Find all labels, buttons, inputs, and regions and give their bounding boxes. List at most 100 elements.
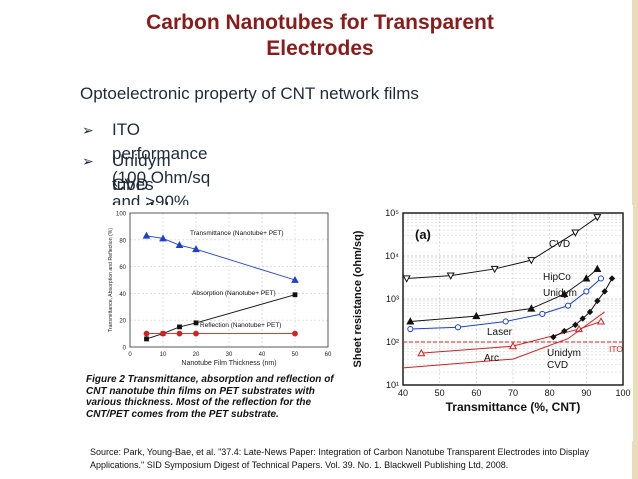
x-tick-label: 90 [581, 388, 591, 398]
source-citation: Source: Park, Young-Bae, et al. "37.4: L… [90, 446, 610, 472]
data-point [582, 274, 591, 282]
slide-title: Carbon Nanotubes for Transparent Electro… [80, 10, 560, 62]
source-line-2: Applications." SID Symposium Digest of T… [90, 460, 509, 470]
y-tick-label: 0 [123, 346, 127, 352]
series-line [410, 268, 598, 322]
y-axis-label: Sheet resistance (ohm/sq) [352, 230, 364, 367]
series-label: Laser [487, 327, 513, 338]
title-line-2: Electrodes [266, 37, 374, 60]
bullet-arrow-icon: ➢ [82, 122, 94, 138]
series-line [402, 311, 605, 369]
data-point [177, 324, 182, 330]
data-point [193, 320, 199, 326]
figure-sheet-resistance-chart: 40 50 60 70 80 90 100 10¹ 10² 10³ 10⁴ 10⁵ Transmitta… [345, 205, 633, 441]
y-tick-label: 10⁴ [385, 251, 399, 261]
figure-thickness-chart: 0 20 40 60 80 100 0 10 20 30 40 50 60 Nanotube Film T… [82, 205, 342, 441]
data-point [593, 264, 602, 273]
y-tick-label: 40 [119, 292, 126, 298]
x-tick-label: 40 [259, 352, 266, 358]
data-point [143, 330, 150, 337]
y-tick-label: 60 [119, 265, 126, 271]
data-point [291, 275, 299, 283]
series-line [421, 321, 602, 354]
bullet-arrow-icon: ➢ [82, 153, 94, 169]
data-point [583, 288, 590, 295]
data-point [159, 234, 167, 242]
x-tick-label: 30 [226, 352, 233, 358]
y-tick-label: 10⁵ [385, 208, 399, 218]
data-point [402, 275, 411, 283]
x-tick-label: 20 [193, 352, 200, 358]
data-point [446, 272, 455, 280]
data-point [560, 289, 569, 298]
series-label: Transmittance (Nanotube+ PET) [190, 230, 284, 237]
series-label: Unidym [543, 288, 577, 299]
y-tick-label: 10² [386, 337, 399, 347]
data-point [527, 304, 536, 312]
y-tick-label: 10¹ [386, 380, 399, 390]
y-tick-label: 10³ [386, 294, 399, 304]
data-point [175, 241, 184, 249]
x-tick-label: 10 [160, 352, 167, 358]
x-axis-label: Transmittance (%, CNT) [446, 400, 581, 414]
data-point [144, 336, 149, 342]
data-point [508, 341, 518, 350]
x-tick-label: 0 [128, 352, 132, 358]
plot-frame [402, 212, 624, 386]
ito-label: ITO [609, 344, 623, 354]
x-tick-label: 60 [325, 352, 332, 358]
sheet-resistance-plot-area: 40 50 60 70 80 90 100 10¹ 10² 10³ 10⁴ 10⁵ Transmitta… [352, 208, 631, 414]
data-point [539, 310, 546, 317]
series-label: Unidym [547, 348, 581, 359]
x-tick-label: 40 [398, 388, 408, 398]
x-tick-label: 100 [615, 388, 630, 398]
data-point [472, 311, 481, 320]
y-tick-label: 80 [119, 238, 126, 244]
series-label: Reflection (Nanotube+ PET) [200, 322, 281, 329]
data-point [417, 348, 426, 357]
data-point [292, 292, 298, 298]
data-point [593, 214, 602, 222]
y-axis-label: Transmittance, Absorption and Reflection… [108, 228, 114, 332]
data-point [160, 330, 166, 337]
x-tick-label: 80 [545, 388, 555, 398]
subtitle: Optoelectronic property of CNT network f… [80, 84, 419, 103]
data-point [406, 317, 415, 325]
data-point [502, 318, 509, 325]
series-label: Absorption (Nanotube+ PET) [192, 290, 276, 297]
y-tick-label: 100 [116, 212, 127, 218]
data-point [142, 231, 151, 239]
data-point [193, 330, 199, 337]
data-point [490, 265, 499, 274]
thickness-plot-area: 0 20 40 60 80 100 0 10 20 30 40 50 60 Nanotube Film T… [108, 212, 332, 368]
series-label: CVD [549, 239, 570, 250]
data-point [192, 245, 200, 253]
data-point [586, 308, 594, 316]
plot-frame [129, 212, 329, 348]
x-tick-label: 50 [435, 388, 445, 398]
data-point [407, 325, 414, 333]
title-line-1: Carbon Nanotubes for Transparent [146, 11, 494, 34]
x-tick-label: 60 [471, 388, 481, 398]
data-point [176, 330, 183, 337]
figure-caption: Figure 2 Transmittance, absorption and r… [86, 374, 334, 420]
x-tick-label: 50 [292, 352, 299, 358]
data-point [527, 257, 536, 265]
source-line-1: Source: Park, Young-Bae, et al. "37.4: L… [90, 447, 589, 457]
y-tick-label: 20 [119, 319, 126, 325]
data-point [571, 229, 580, 237]
data-point [454, 324, 462, 331]
data-point [596, 317, 606, 325]
x-axis-label: Nanotube Film Thickness (nm) [181, 360, 276, 367]
panel-label: (a) [415, 227, 431, 242]
data-point [574, 324, 584, 333]
series-label: Arc [484, 353, 499, 364]
x-tick-label: 70 [508, 388, 518, 398]
data-point [597, 275, 605, 282]
data-point [292, 330, 298, 337]
series-label: HipCo [543, 272, 571, 283]
series-label: CVD [547, 360, 568, 371]
data-point [564, 302, 572, 309]
data-point [608, 275, 616, 282]
